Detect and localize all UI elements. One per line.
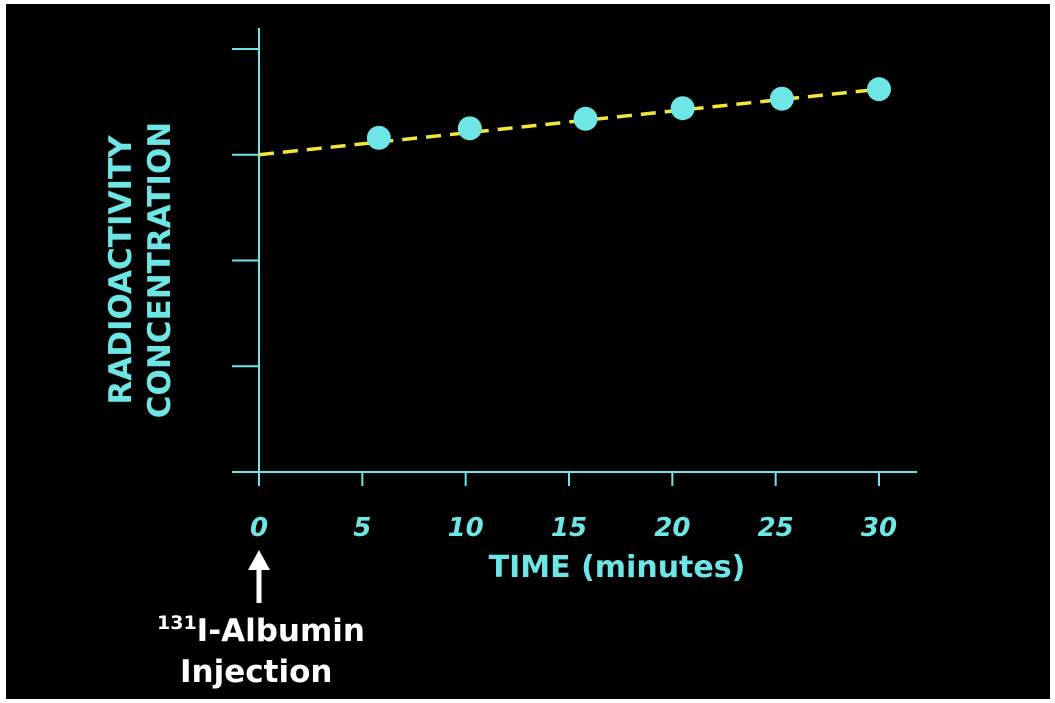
up-arrow-icon	[248, 550, 270, 603]
trend-line	[258, 87, 880, 157]
x-tick-label: 15	[551, 513, 587, 543]
x-tick-label: 5	[353, 513, 371, 543]
data-point	[457, 116, 482, 141]
data-point	[670, 96, 695, 121]
y-axis-label-line-2: CONCENTRATION	[142, 122, 178, 419]
annotation-line-2: Injection	[180, 654, 332, 690]
x-tick-label: 10	[448, 513, 484, 543]
x-tick-label: 20	[654, 513, 690, 543]
annotation-text: I-Albumin	[197, 613, 365, 649]
annotation-superscript: 131	[157, 612, 197, 634]
data-point	[867, 77, 891, 102]
slide-background	[6, 4, 1050, 699]
x-tick-label: 25	[758, 513, 794, 543]
x-tick-label: 0	[250, 513, 268, 543]
y-axis	[232, 28, 260, 472]
x-axis-label: TIME (minutes)	[489, 550, 746, 585]
x-axis: 0 5 10 15 20 25 30	[232, 471, 917, 543]
data-point	[366, 125, 391, 150]
y-axis-label-line-1: RADIOACTIVITY	[103, 135, 139, 405]
data-points	[366, 77, 891, 150]
data-point	[769, 86, 794, 111]
annotation-line-1: 131I-Albumin	[157, 612, 365, 649]
data-point	[573, 106, 598, 131]
trend-line-group	[258, 87, 880, 157]
x-tick-label: 30	[861, 513, 897, 543]
